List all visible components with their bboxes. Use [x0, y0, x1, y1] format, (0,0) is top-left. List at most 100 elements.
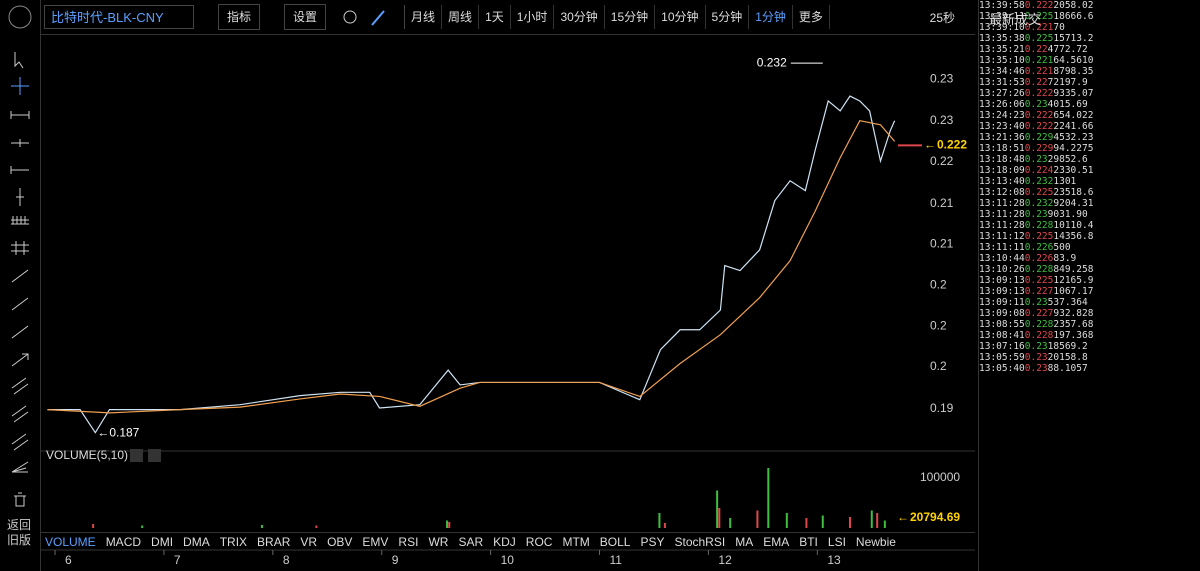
trade-price: 0.232: [1024, 176, 1054, 187]
trade-row: 13:11:280.2329204.31: [979, 198, 1200, 209]
trade-row: 13:08:410.228197.368: [979, 330, 1200, 341]
trade-time: 13:09:08: [979, 308, 1025, 319]
trade-amount: 88.1057: [1047, 363, 1088, 374]
indicator-tab[interactable]: PSY: [640, 535, 665, 549]
indicator-tab[interactable]: BTI: [799, 535, 818, 549]
trade-row: 13:12:080.22523518.6: [979, 187, 1200, 198]
indicator-tab[interactable]: OBV: [327, 535, 353, 549]
trade-time: 13:11:28: [979, 220, 1025, 231]
volume-bar: [767, 468, 770, 528]
indicator-tab[interactable]: VOLUME: [45, 535, 96, 549]
indicator-tab[interactable]: EMA: [763, 535, 790, 549]
period-button[interactable]: 1小时: [511, 5, 555, 29]
trade-time: 13:21:36: [979, 132, 1025, 143]
last-price-label: 0.222: [937, 138, 967, 152]
indicator-tab[interactable]: BRAR: [257, 535, 291, 549]
period-button[interactable]: 15分钟: [605, 5, 656, 29]
indicator-tab[interactable]: WR: [428, 535, 449, 549]
trade-amount: 4772.72: [1047, 44, 1088, 55]
period-button[interactable]: 5分钟: [706, 5, 750, 29]
x-tick-label: 10: [501, 553, 515, 567]
x-tick-label: 7: [174, 553, 181, 567]
period-button[interactable]: 1天: [479, 5, 511, 29]
period-button[interactable]: 10分钟: [655, 5, 706, 29]
toolbar-icons: [343, 10, 385, 26]
trade-amount: 20158.8: [1047, 352, 1088, 363]
trade-amount: 1301: [1053, 176, 1077, 187]
indicator-tabs: VOLUME MACD DMI DMA TRIX BRAR VR OBV EMV RSI WR SAR…: [40, 532, 975, 551]
trade-price: 0.228: [1024, 220, 1054, 231]
period-button[interactable]: 周线: [442, 5, 480, 29]
trade-time: 13:35:38: [979, 33, 1025, 44]
indicator-tab[interactable]: LSI: [827, 535, 846, 549]
trade-row: 13:11:120.22514356.8: [979, 231, 1200, 242]
trade-time: 13:34:46: [979, 66, 1025, 77]
x-tick-label: 9: [392, 553, 399, 567]
indicator-tab[interactable]: MACD: [105, 535, 142, 549]
trade-time: 13:11:28: [979, 198, 1025, 209]
volume-bar: [729, 518, 732, 528]
trade-row: 13:09:130.2271067.17: [979, 286, 1200, 297]
last-volume-arrow: ←: [897, 510, 909, 524]
volume-bar: [805, 518, 808, 528]
indicator-tab[interactable]: StochRSI: [674, 535, 726, 549]
indicator-tab[interactable]: ROC: [525, 535, 553, 549]
trade-time: 13:05:40: [979, 363, 1025, 374]
trade-price: 0.23: [1024, 297, 1048, 308]
indicator-tab[interactable]: SAR: [458, 535, 484, 549]
symbol-selector[interactable]: 比特时代-BLK-CNY: [44, 5, 194, 29]
trade-row: 13:05:400.2388.1057: [979, 363, 1200, 374]
trade-price: 0.222: [1024, 110, 1054, 121]
trade-row: 13:09:130.22512165.9: [979, 275, 1200, 286]
back-to-old-version[interactable]: 返回旧版: [7, 518, 32, 547]
trade-price: 0.229: [1024, 132, 1054, 143]
trade-price: 0.227: [1024, 308, 1054, 319]
period-button[interactable]: 月线: [405, 5, 443, 29]
trade-amount: 12165.9: [1053, 275, 1094, 286]
trade-amount: 94.2275: [1053, 143, 1094, 154]
trade-row: 13:23:400.2222241.66: [979, 121, 1200, 132]
period-button[interactable]: 1分钟: [749, 5, 793, 29]
trade-amount: 83.9: [1053, 253, 1077, 264]
indicator-tab[interactable]: MTM: [562, 535, 590, 549]
indicator-button[interactable]: 指标: [218, 4, 261, 30]
trade-row: 13:10:440.22683.9: [979, 253, 1200, 264]
indicator-tab[interactable]: VR: [300, 535, 318, 549]
trade-time: 13:07:16: [979, 341, 1025, 352]
indicator-tab[interactable]: Newbie: [855, 535, 896, 549]
volume-bar: [756, 510, 759, 528]
x-tick-label: 8: [283, 553, 290, 567]
volume-bar: [718, 508, 721, 528]
indicator-tab[interactable]: KDJ: [493, 535, 516, 549]
settings-button[interactable]: 设置: [284, 4, 327, 30]
trade-amount: 64.5610: [1053, 55, 1094, 66]
indicator-tab[interactable]: TRIX: [219, 535, 248, 549]
trade-price: 0.221: [1024, 22, 1054, 33]
trade-price: 0.221: [1024, 55, 1054, 66]
trade-row: 13:07:160.2318569.2: [979, 341, 1200, 352]
trade-time: 13:39:58: [979, 0, 1025, 11]
trade-time: 13:05:59: [979, 352, 1025, 363]
indicator-tab[interactable]: EMV: [362, 535, 389, 549]
trade-row: 13:35:100.22164.5610: [979, 55, 1200, 66]
indicator-tab[interactable]: DMI: [151, 535, 174, 549]
trade-amount: 2058.02: [1053, 0, 1094, 11]
trade-time: 13:08:55: [979, 319, 1025, 330]
price-line: [47, 120, 896, 414]
indicator-tab[interactable]: BOLL: [599, 535, 631, 549]
indicator-tab[interactable]: DMA: [183, 535, 210, 549]
x-tick-label: 13: [827, 553, 841, 567]
trade-amount: 72197.9: [1047, 77, 1088, 88]
trade-price: 0.23: [1024, 341, 1048, 352]
trade-time: 13:11:11: [979, 242, 1025, 253]
period-button[interactable]: 30分钟: [554, 5, 605, 29]
tool-icons: [8, 5, 32, 507]
price-line: [47, 95, 896, 434]
trade-time: 13:09:13: [979, 286, 1025, 297]
indicator-tab[interactable]: MA: [735, 535, 754, 549]
trade-time: 13:35:10: [979, 55, 1025, 66]
trade-time: 13:09:13: [979, 275, 1025, 286]
indicator-tab[interactable]: RSI: [398, 535, 419, 549]
trade-amount: 15713.2: [1053, 33, 1094, 44]
period-button[interactable]: 更多: [793, 5, 830, 29]
